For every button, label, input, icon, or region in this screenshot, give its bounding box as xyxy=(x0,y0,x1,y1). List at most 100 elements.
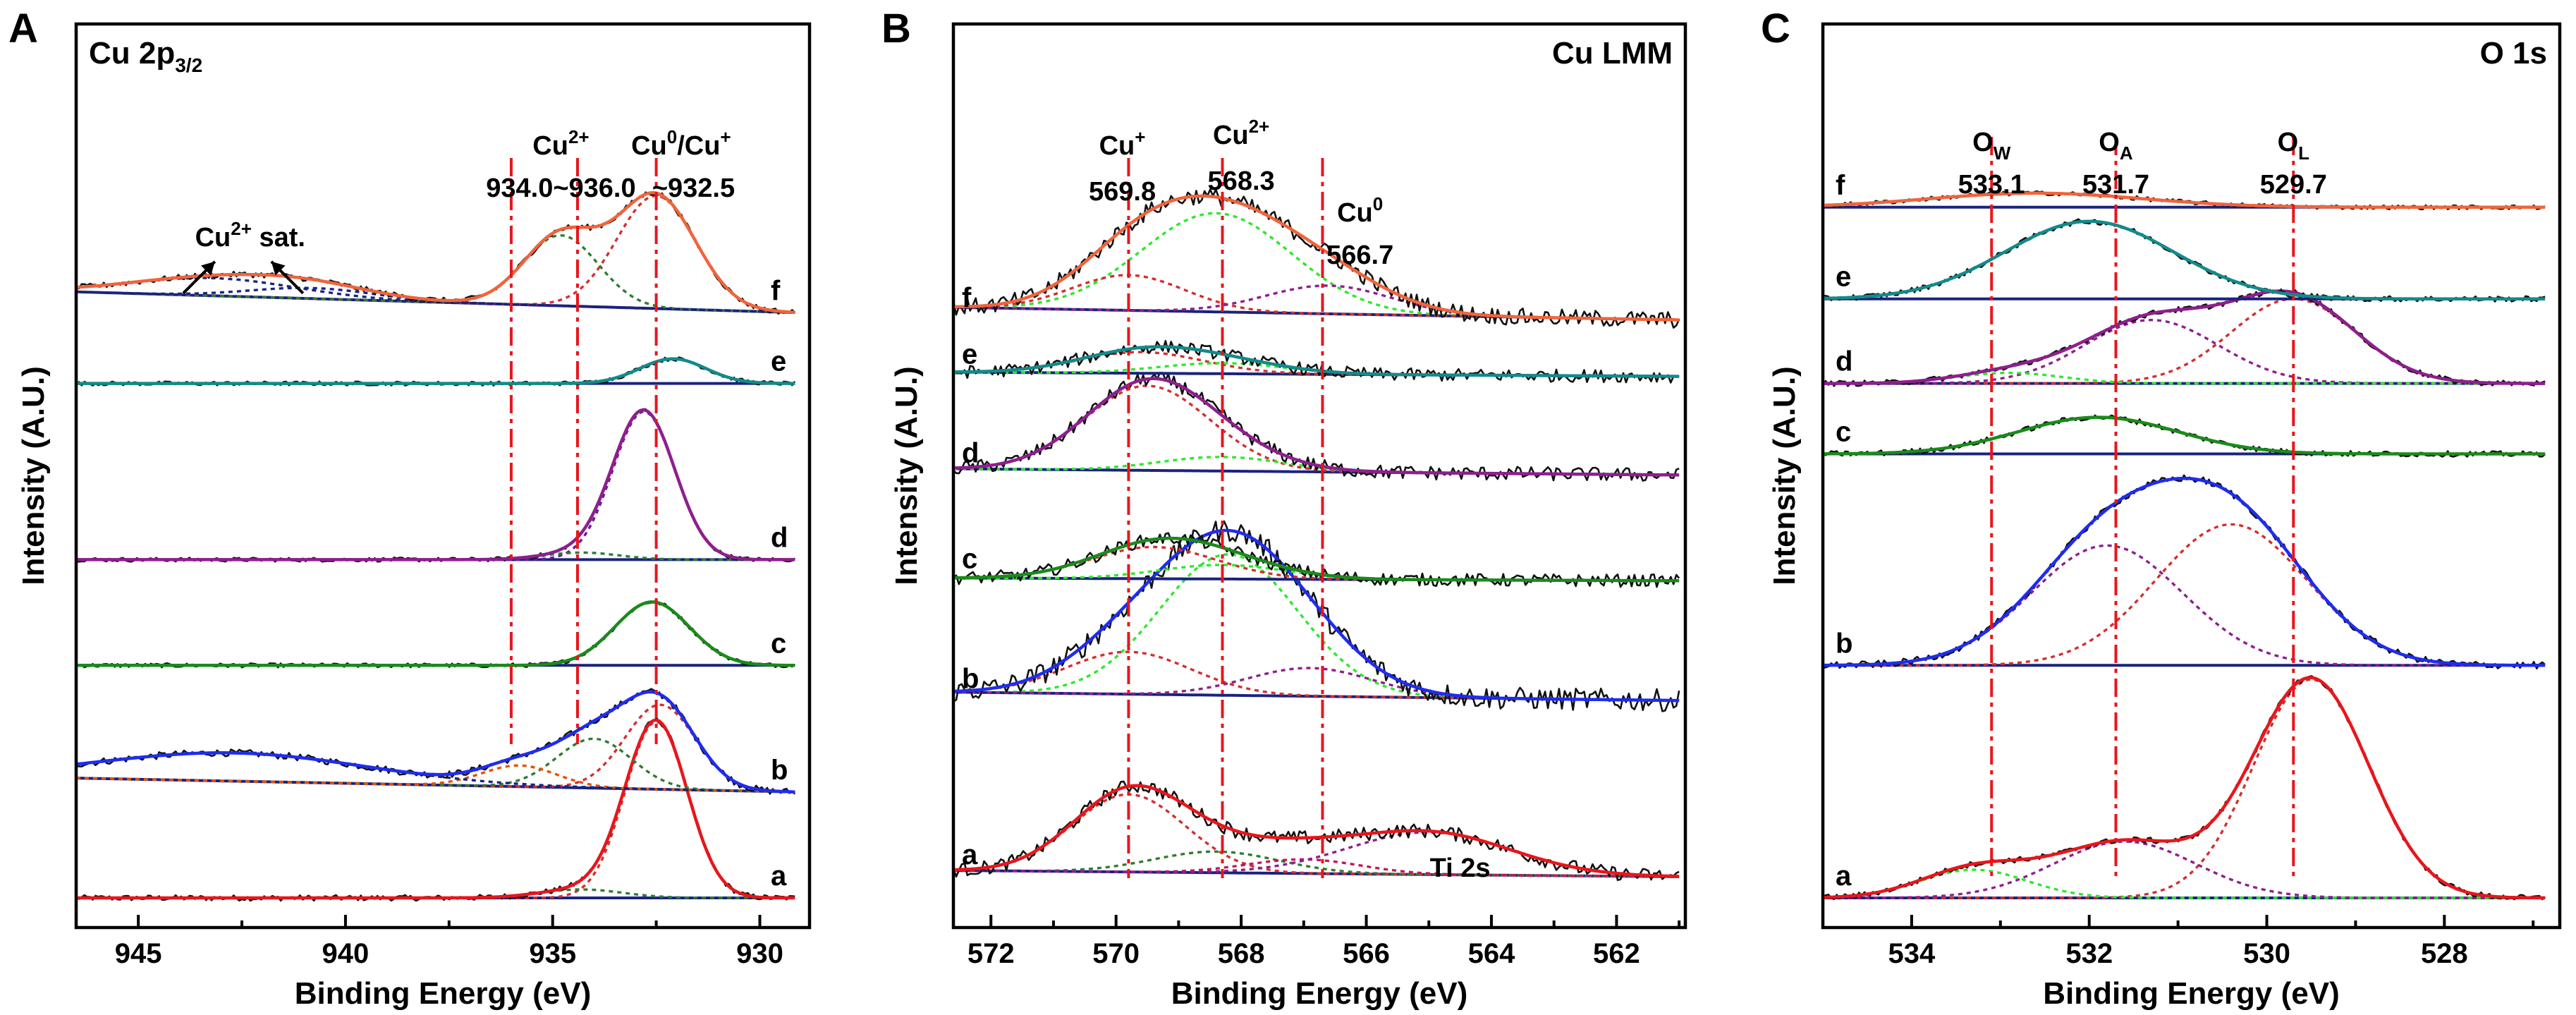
annotation-6: 529.7 xyxy=(2260,170,2327,200)
fit-envelope-c xyxy=(78,600,795,667)
series-label-a: a xyxy=(962,839,978,870)
series-e xyxy=(955,340,1680,384)
panel-a: A Cu 2p3/2 945 940 935 930 Binding Energy (eV)… xyxy=(8,6,812,1011)
component-f-4 xyxy=(78,286,795,314)
plot-area xyxy=(955,158,1680,882)
series-label-b: b xyxy=(771,755,788,786)
component-a-3 xyxy=(1824,868,2546,899)
component-a-1 xyxy=(78,720,795,899)
sat-arrows xyxy=(182,260,305,295)
component-d-1 xyxy=(1824,297,2546,385)
series-f xyxy=(955,188,1680,329)
panel-title: Cu LMM xyxy=(1552,36,1673,71)
fit-envelope-d xyxy=(78,408,795,561)
component-f-2 xyxy=(955,274,1680,322)
component-d-2 xyxy=(1824,319,2546,385)
fit-envelope-d xyxy=(955,377,1680,477)
series-c xyxy=(955,532,1680,588)
x-tick-label: 562 xyxy=(1593,938,1640,969)
fit-envelope-e xyxy=(955,345,1680,378)
fit-envelope-f xyxy=(78,191,795,315)
component-f-3 xyxy=(78,276,795,314)
panel-title: Cu 2p3/2 xyxy=(89,36,202,76)
fit-envelope-e xyxy=(1824,219,2546,300)
raw-spectrum-a xyxy=(955,780,1680,882)
raw-spectrum-e xyxy=(1824,218,2546,303)
fit-envelope-f xyxy=(1824,191,2546,209)
y-axis-title: Intensity (A.U.) xyxy=(16,366,51,585)
series-a xyxy=(1824,675,2546,901)
series-d xyxy=(78,408,796,563)
series-label-a: a xyxy=(1836,861,1852,892)
annotation-2: 533.1 xyxy=(1958,170,2025,200)
x-axis-title: Binding Energy (eV) xyxy=(295,976,591,1011)
annotation-3: 934.0~936.0 xyxy=(486,174,635,203)
plot-area xyxy=(1824,137,2546,901)
series-a xyxy=(78,717,795,902)
fit-envelope-b xyxy=(78,690,795,794)
fit-envelope-a xyxy=(955,784,1680,878)
component-b-1 xyxy=(1824,523,2546,667)
series-label-d: d xyxy=(771,522,788,553)
raw-spectrum-f xyxy=(955,188,1680,329)
fit-envelope-f xyxy=(955,194,1680,322)
plot-area xyxy=(78,158,796,902)
component-b-2 xyxy=(955,650,1680,702)
panel-c: C O 1s 534 532 530 528 Binding Energy (eV) Inte… xyxy=(1761,6,2562,1011)
panel-letter: C xyxy=(1761,6,1790,51)
series-label-c: c xyxy=(1836,417,1851,448)
x-tick-label: 528 xyxy=(2421,938,2468,969)
annotation-1: Cu2+ sat. xyxy=(195,218,305,253)
series-label-d: d xyxy=(1836,346,1852,377)
plot-frame xyxy=(951,22,1687,930)
annotation-6: 566.7 xyxy=(1326,241,1393,270)
series-d xyxy=(955,372,1680,482)
raw-spectrum-b xyxy=(955,520,1680,712)
annotation-2: Cu2+ xyxy=(532,126,589,161)
x-tick-label: 532 xyxy=(2065,938,2113,969)
x-tick-label: 530 xyxy=(2243,938,2290,969)
x-tick-label: 945 xyxy=(115,938,162,969)
raw-spectrum-b xyxy=(1824,474,2546,670)
series-label-c: c xyxy=(771,628,786,659)
component-f-2 xyxy=(78,233,795,314)
series-e xyxy=(1824,218,2546,303)
plot-frame xyxy=(74,22,812,930)
x-tick-label: 568 xyxy=(1218,938,1265,969)
annotation-4: 531.7 xyxy=(2082,170,2149,200)
series-f xyxy=(1824,190,2546,211)
annotation-3: OA xyxy=(2099,128,2133,164)
plot-frame xyxy=(1821,22,2562,930)
component-a-1 xyxy=(1824,678,2546,899)
component-d-1 xyxy=(955,384,1680,477)
component-f-1 xyxy=(955,212,1680,322)
raw-spectrum-c xyxy=(78,600,796,669)
fit-envelope-d xyxy=(1824,289,2546,385)
series-label-a: a xyxy=(771,861,787,892)
x-tick-label: 940 xyxy=(322,938,370,969)
x-tick-label: 572 xyxy=(967,938,1015,969)
component-a-2 xyxy=(1824,840,2546,899)
series-d xyxy=(1824,288,2546,387)
x-tick-label: 570 xyxy=(1092,938,1140,969)
x-tick-label: 930 xyxy=(736,938,783,969)
component-b-2 xyxy=(1824,544,2546,667)
panel-letter: B xyxy=(881,6,911,51)
raw-spectrum-a xyxy=(1824,675,2546,901)
fit-envelope-b xyxy=(1824,476,2546,667)
panel-letter: A xyxy=(8,6,38,51)
annotation-5: Cu0 xyxy=(1337,193,1383,228)
series-label-f: f xyxy=(771,276,781,307)
fit-envelope-a xyxy=(78,718,795,900)
series-c xyxy=(78,600,796,669)
series-b xyxy=(955,520,1680,712)
series-f xyxy=(78,191,796,315)
panel-title: O 1s xyxy=(2480,36,2547,71)
component-f-1 xyxy=(1824,192,2546,209)
series-label-f: f xyxy=(1836,170,1845,201)
series-b xyxy=(78,688,796,795)
component-a-2 xyxy=(955,850,1680,878)
series-label-b: b xyxy=(1836,628,1852,659)
x-tick-label: 566 xyxy=(1343,938,1390,969)
